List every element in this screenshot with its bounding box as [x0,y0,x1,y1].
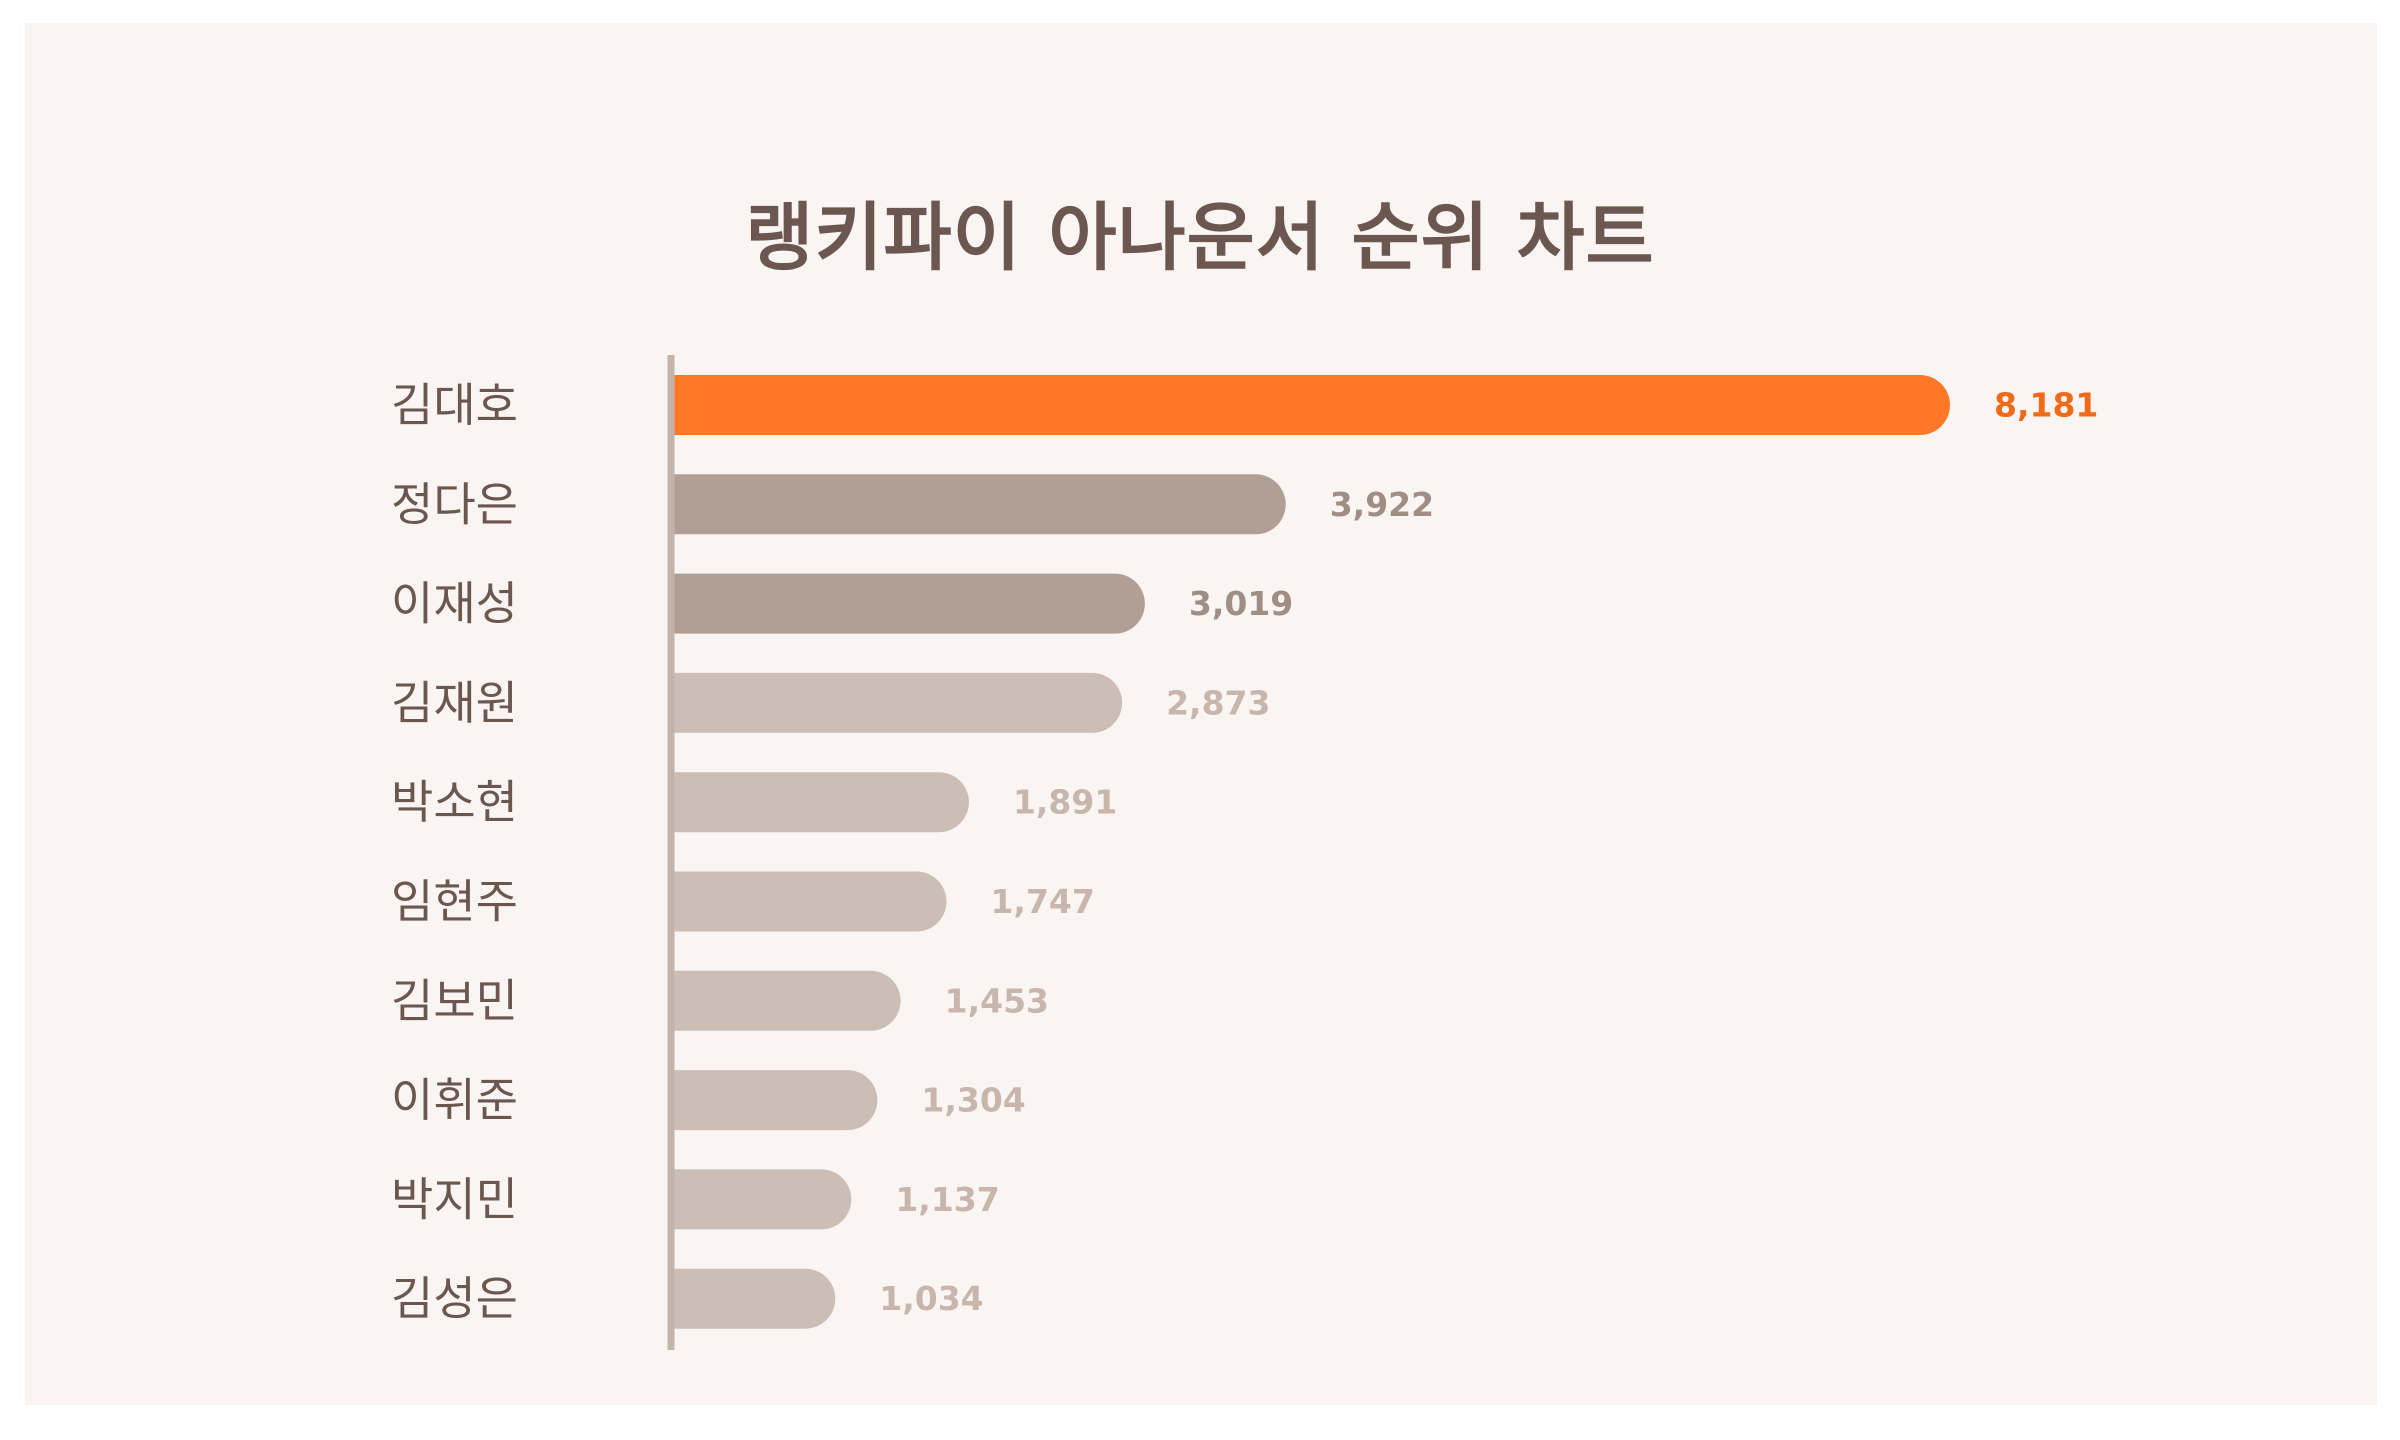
bar-3 [674,573,1145,634]
chart-background [25,23,2377,1405]
value-label-1: 8,181 [1994,386,2098,425]
value-label-2: 3,922 [1330,485,1434,524]
value-label-3: 3,019 [1189,584,1293,623]
value-label-8: 1,304 [921,1081,1025,1120]
category-label-8: 이휘준 [391,1073,518,1127]
category-label-3: 이재성 [391,577,518,631]
value-label-7: 1,453 [945,981,1049,1020]
value-label-4: 2,873 [1166,683,1270,722]
category-label-1: 김대호 [391,378,518,432]
category-label-7: 김보민 [391,974,518,1028]
category-label-4: 김재원 [391,676,518,730]
bars-layer [674,375,1950,1329]
value-label-9: 1,137 [895,1180,999,1219]
category-label-5: 박소현 [391,775,518,829]
bar-7 [674,970,901,1031]
chart-title: 랭키파이 아나운서 순위 차트 [745,195,1655,281]
category-label-6: 임현주 [391,875,518,929]
value-labels: 8,181 3,922 3,019 2,873 1,891 1,747 1,453 1,304… [879,386,2098,1319]
bar-6 [674,871,947,932]
bar-1 [674,375,1950,435]
bar-4 [674,672,1123,733]
bar-9 [674,1169,852,1230]
value-label-6: 1,747 [990,882,1094,921]
category-label-10: 김성은 [391,1272,518,1326]
value-label-10: 1,034 [879,1279,983,1318]
bar-5 [674,772,969,833]
value-label-5: 1,891 [1013,783,1117,822]
bar-8 [674,1070,878,1131]
category-label-9: 박지민 [391,1172,518,1226]
bar-10 [674,1268,836,1329]
bar-2 [674,474,1286,535]
category-label-2: 정다은 [391,477,518,531]
